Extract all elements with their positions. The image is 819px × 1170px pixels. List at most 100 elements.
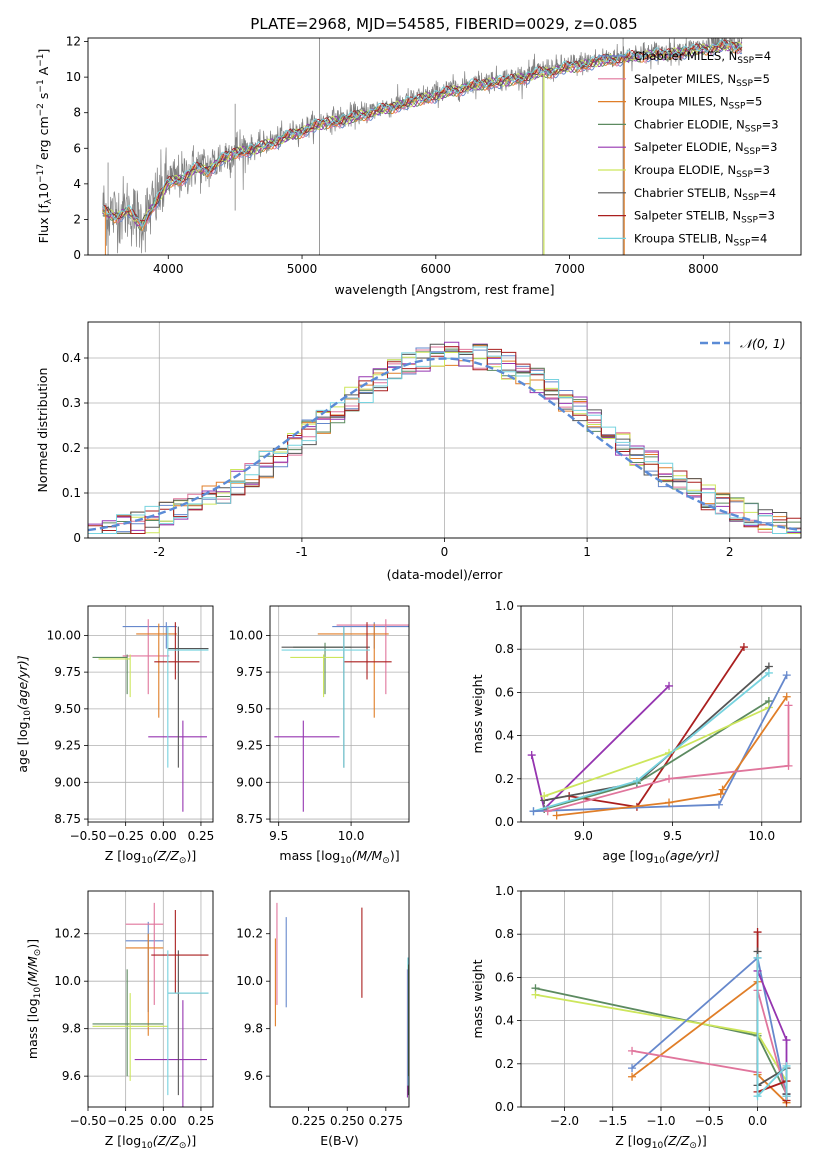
x-tick-label: 6000	[421, 262, 452, 276]
label-part: SSP	[729, 102, 746, 112]
y-tick-label: 9.50	[236, 702, 263, 716]
label-part: (M/M	[25, 956, 40, 987]
mass-vs-EBV-panel: 0.225 0.250 0.275 9.6 9.8 10.0 10.2 E(B-V)	[236, 890, 410, 1148]
label-part: Chabrier MILES, N	[634, 49, 737, 63]
label-part: =3	[761, 140, 778, 154]
label-part: Z [log	[615, 1133, 651, 1148]
x-tick-label: 0.275	[369, 1114, 403, 1128]
weight-marker	[782, 692, 791, 701]
legend-entry: Kroupa STELIB, NSSP=4	[634, 231, 767, 248]
weight-marker	[628, 1072, 637, 1081]
y-tick-label: 0.2	[495, 772, 514, 786]
y-axis-label: mass weight	[470, 674, 485, 753]
label-part: age [log	[602, 848, 653, 863]
y-tick-label: 9.50	[54, 702, 81, 716]
x-tick-label: 4000	[153, 262, 184, 276]
label-part: 10	[23, 710, 33, 722]
label-part: s	[36, 93, 51, 104]
label-part: Salpeter MILES, N	[634, 72, 736, 86]
label-part: ⊙	[689, 1141, 697, 1151]
x-tick-label: 8000	[688, 262, 719, 276]
x-axis-label: E(B-V)	[320, 1133, 359, 1148]
weight-marker	[714, 800, 723, 809]
y-tick-label: 10.2	[236, 927, 263, 941]
label-part: SSP	[736, 79, 753, 89]
label-part: =5	[745, 95, 762, 109]
label-part: )]	[186, 1133, 196, 1148]
label-part: Z [log	[105, 1133, 141, 1148]
label-part: (M/M	[352, 848, 383, 863]
y-tick-label: 0.4	[495, 1014, 514, 1028]
y-tick-label: 1.0	[495, 599, 514, 613]
y-tick-label: 0.8	[495, 642, 514, 656]
x-tick-label: 0.00	[150, 1114, 177, 1128]
plot-area	[88, 341, 801, 534]
y-tick-label: 0.6	[495, 685, 514, 699]
label-part: =5	[753, 72, 770, 86]
label-part: −17	[36, 164, 46, 183]
label-part: −2	[36, 103, 46, 116]
label-part: SSP	[744, 147, 761, 157]
y-axis-label: Normed distribution	[35, 368, 50, 493]
label-part: =3	[762, 117, 779, 131]
x-tick-label: 7000	[554, 262, 585, 276]
x-tick-label: −0.25	[107, 1114, 144, 1128]
label-part: ⊙	[179, 1141, 187, 1151]
y-tick-label: 0.1	[62, 486, 81, 500]
weight-marker	[784, 701, 793, 710]
y-tick-label: 9.6	[244, 1069, 263, 1083]
axes-frame	[520, 605, 802, 823]
label-part: 10	[141, 856, 153, 866]
y-axis-label: mass [log10(M/M⊙)]	[25, 939, 43, 1059]
plot-area	[527, 643, 793, 820]
weight-marker	[782, 671, 791, 680]
label-part: 10	[33, 987, 43, 999]
label-part: SSP	[745, 124, 762, 134]
x-tick-label: 9.5	[269, 829, 288, 843]
weight-marker	[753, 953, 762, 962]
model-fit-line	[102, 39, 743, 227]
x-tick-label: −0.5	[695, 1114, 724, 1128]
x-tick-label: −1.5	[598, 1114, 627, 1128]
y-axis-label: mass weight	[470, 959, 485, 1038]
x-axis-label: mass [log10(M/M⊙)]	[279, 848, 399, 866]
model-fit-line	[102, 39, 743, 222]
x-tick-label: −1.0	[646, 1114, 675, 1128]
label-part: =3	[753, 163, 770, 177]
axes-frame	[269, 890, 410, 1108]
x-tick-label: 0.25	[188, 1114, 215, 1128]
figure-title: PLATE=2968, MJD=54585, FIBERID=0029, z=0…	[250, 15, 637, 33]
y-tick-label: 8	[73, 106, 81, 120]
y-tick-label: 0.0	[495, 1100, 514, 1114]
y-tick-label: 1.0	[495, 884, 514, 898]
label-part: −1	[36, 54, 46, 67]
y-tick-label: 10.00	[229, 628, 263, 642]
label-part: )]	[186, 848, 196, 863]
legend-entry: Salpeter MILES, NSSP=5	[634, 72, 770, 89]
plot-area	[102, 38, 743, 255]
legend-entry: Chabrier MILES, NSSP=4	[634, 49, 771, 66]
weight-vs-Z-panel: −2.0 −1.5 −1.0 −0.5 0.0 0.0 0.2 0.4 0.6 0.8 1.0 Z […	[470, 884, 802, 1151]
label-part: (Z/Z	[153, 1133, 180, 1148]
age-vs-Z-panel: −0.50 −0.25 0.00 0.25 8.75 9.00 9.25 9.50 9.75 10…	[15, 605, 214, 866]
y-tick-label: 0.8	[495, 927, 514, 941]
label-part: ]	[36, 49, 51, 54]
y-tick-label: 0.0	[495, 815, 514, 829]
histogram-step	[88, 351, 801, 534]
label-part: SSP	[741, 216, 758, 226]
weight-marker	[739, 643, 748, 652]
age-vs-mass-panel: 9.5 10.0 8.75 9.00 9.25 9.50 9.75 10.00 mass [lo…	[229, 605, 410, 866]
weight-marker	[552, 811, 561, 820]
label-part: (age/yr)]	[15, 655, 30, 710]
y-tick-label: 8.75	[236, 812, 263, 826]
axes-frame	[87, 605, 214, 823]
x-tick-label: 10.0	[338, 829, 365, 843]
x-tick-label: −2.0	[550, 1114, 579, 1128]
legend-entry: Chabrier ELODIE, NSSP=3	[634, 117, 779, 134]
x-tick-label: 0.225	[291, 1114, 325, 1128]
weight-marker	[784, 761, 793, 770]
x-axis-label: wavelength [Angstrom, rest frame]	[334, 282, 554, 297]
x-tick-label: 9.0	[574, 829, 593, 843]
y-tick-label: 8.75	[54, 812, 81, 826]
